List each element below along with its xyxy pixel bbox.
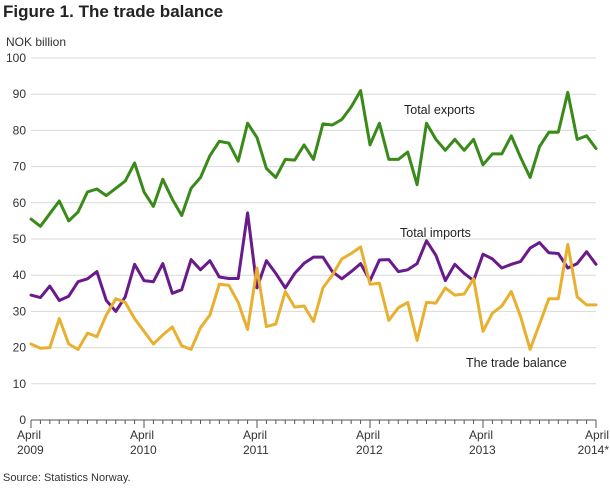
- x-tick-month-3: April: [356, 428, 380, 442]
- x-tick-month-4: April: [469, 428, 493, 442]
- x-tick-month-2: April: [243, 428, 267, 442]
- x-tick-year-1: 2010: [130, 443, 157, 457]
- y-tick-label-80: 80: [13, 123, 27, 137]
- series-lines: [29, 89, 598, 351]
- annotation-imports: Total imports: [400, 226, 471, 240]
- y-tick-label-30: 30: [13, 304, 27, 318]
- x-tick-month-0: April: [17, 428, 41, 442]
- x-tick-year-3: 2012: [356, 443, 383, 457]
- x-tick-year-5: 2014*: [578, 443, 610, 457]
- axes: 0102030405060708090100April2009April2010…: [6, 51, 609, 457]
- gridlines: [31, 57, 596, 385]
- y-tick-label-40: 40: [13, 268, 27, 282]
- y-tick-label-10: 10: [13, 377, 27, 391]
- y-tick-label-60: 60: [13, 196, 27, 210]
- annotation-exports: Total exports: [404, 103, 475, 117]
- x-tick-month-1: April: [130, 428, 154, 442]
- series-line-exports: [29, 89, 598, 228]
- x-tick-year-4: 2013: [469, 443, 496, 457]
- series-annotations: Total exports Total imports The trade bala…: [400, 103, 567, 370]
- figure-title: Figure 1. The trade balance: [3, 2, 224, 21]
- y-tick-label-100: 100: [6, 51, 26, 65]
- y-axis-label: NOK billion: [6, 35, 66, 49]
- y-tick-label-20: 20: [13, 341, 27, 355]
- x-tick-year-2: 2011: [243, 443, 269, 457]
- series-line-balance: [29, 242, 598, 351]
- y-tick-label-90: 90: [13, 87, 27, 101]
- y-tick-label-0: 0: [19, 413, 26, 427]
- x-tick-year-0: 2009: [17, 443, 44, 457]
- source-note: Source: Statistics Norway.: [3, 472, 131, 484]
- y-tick-label-70: 70: [13, 160, 27, 174]
- annotation-balance: The trade balance: [466, 356, 567, 370]
- y-tick-label-50: 50: [13, 232, 27, 246]
- series-line-imports: [29, 211, 598, 313]
- x-tick-month-5: April: [585, 428, 609, 442]
